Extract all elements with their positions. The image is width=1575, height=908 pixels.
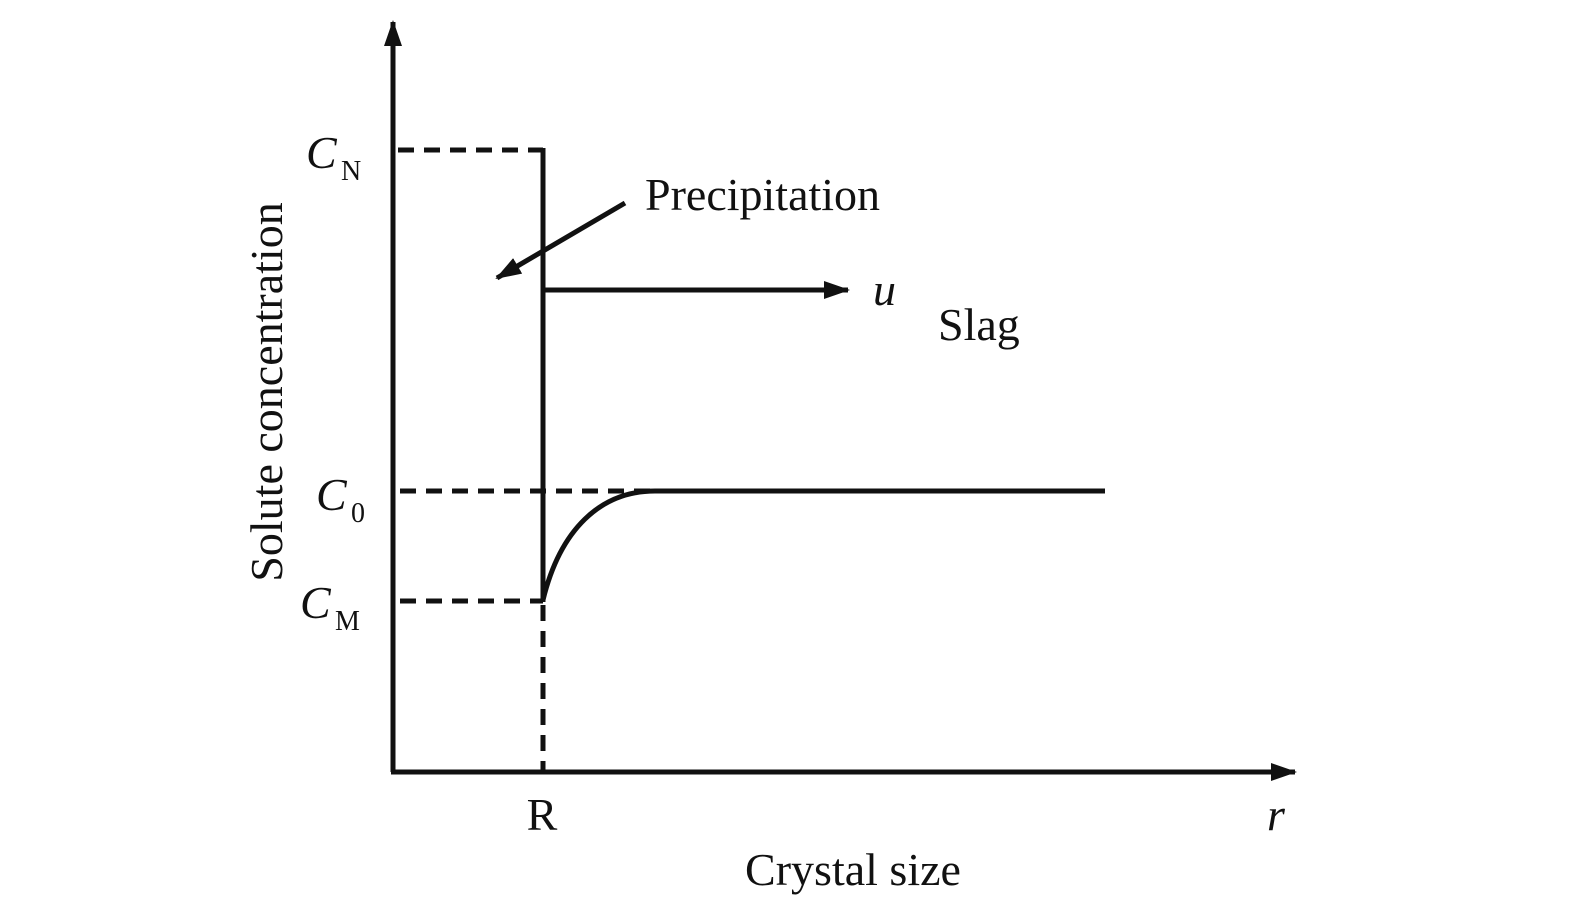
level-main: C: [316, 469, 348, 520]
level-sub: N: [341, 156, 361, 187]
region-label: Slag: [938, 299, 1020, 350]
concentration-curve: [540, 488, 656, 601]
x-marker: R: [527, 789, 558, 840]
velocity-label: u: [873, 264, 896, 315]
precipitation-label: Precipitation: [645, 169, 880, 220]
x-axis-symbol: r: [1267, 789, 1286, 840]
level-sub: 0: [351, 498, 365, 529]
level-main: C: [306, 127, 338, 178]
level-main: C: [300, 577, 332, 628]
y-axis-label: Solute concentration: [241, 202, 292, 581]
x-axis-label: Crystal size: [745, 844, 961, 895]
level-sub: M: [335, 606, 360, 637]
precipitation-arrow: [495, 200, 627, 281]
